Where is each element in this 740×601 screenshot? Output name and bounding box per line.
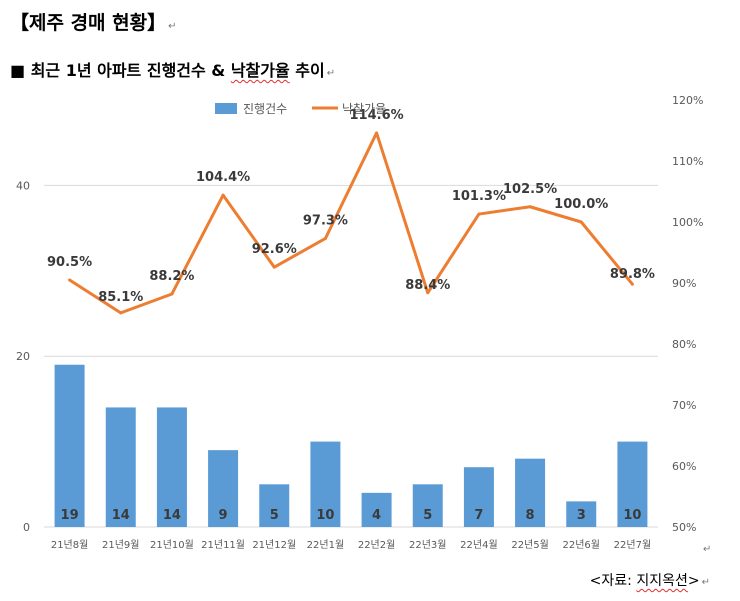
title-text: 【제주 경매 현황】 xyxy=(10,12,167,34)
x-axis-tick-label: 22년1월 xyxy=(307,539,345,551)
legend-label: 진행건수 xyxy=(243,101,287,116)
bar xyxy=(54,364,85,527)
line-value-label: 88.4% xyxy=(405,278,450,293)
right-axis-tick-label: 120% xyxy=(672,94,703,107)
bar xyxy=(208,450,239,527)
bar xyxy=(617,441,648,527)
legend-swatch-bar xyxy=(215,103,237,114)
source-note: <자료: 지지옥션> ↵ xyxy=(590,570,710,590)
bar-value-label: 19 xyxy=(61,508,79,523)
line-point xyxy=(119,311,123,315)
line-point xyxy=(375,131,379,135)
left-axis-tick-label: 40 xyxy=(16,179,30,192)
right-axis-tick-label: 70% xyxy=(672,399,696,412)
x-axis-tick-label: 22년5월 xyxy=(511,539,549,551)
line-point xyxy=(221,193,225,197)
x-axis-tick-label: 22년2월 xyxy=(358,539,396,551)
bar-value-label: 5 xyxy=(423,508,432,523)
line-value-label: 89.8% xyxy=(610,267,655,282)
line-value-label: 104.4% xyxy=(196,170,250,185)
bar xyxy=(105,407,136,527)
spellcheck-underline: 낙찰가율 xyxy=(230,61,290,80)
bar xyxy=(361,492,392,527)
line-point xyxy=(630,282,634,286)
right-axis-tick-label: 60% xyxy=(672,460,696,473)
line-value-label: 114.6% xyxy=(350,108,404,123)
chart-heading: ■ 최근 1년 아파트 진행건수 & 낙찰가율 추이 ↵ xyxy=(10,57,335,81)
x-axis-tick-label: 21년10월 xyxy=(150,539,194,551)
paragraph-mark-icon: ↵ xyxy=(326,68,336,79)
right-axis-tick-label: 50% xyxy=(672,521,696,534)
x-axis-tick-label: 21년11월 xyxy=(201,539,245,551)
right-axis-tick-label: 110% xyxy=(672,155,703,168)
line-value-label: 100.0% xyxy=(554,197,608,212)
bar xyxy=(259,484,290,527)
line-value-label: 92.6% xyxy=(252,242,297,257)
bar-value-label: 3 xyxy=(577,508,586,523)
x-axis-tick-label: 21년8월 xyxy=(51,539,89,551)
bar-value-label: 9 xyxy=(219,508,228,523)
line-value-label: 97.3% xyxy=(303,213,348,228)
bar-value-label: 14 xyxy=(112,508,130,523)
bar-value-label: 5 xyxy=(270,508,279,523)
paragraph-mark-icon: ↵ xyxy=(703,544,712,555)
line-value-label: 88.2% xyxy=(149,269,194,284)
x-axis-tick-label: 21년9월 xyxy=(102,539,140,551)
x-axis-tick-label: 22년7월 xyxy=(614,539,652,551)
x-axis-tick-label: 22년3월 xyxy=(409,539,447,551)
spellcheck-underline: 지지옥션 xyxy=(636,573,688,589)
source-text: <자료: 지지옥션> xyxy=(589,573,700,589)
right-axis-tick-label: 90% xyxy=(672,277,696,290)
line-point xyxy=(323,236,327,240)
right-axis-tick-label: 100% xyxy=(672,216,703,229)
bar-value-label: 7 xyxy=(474,508,483,523)
line-point xyxy=(170,292,174,296)
right-axis-tick-label: 80% xyxy=(672,338,696,351)
bar-value-label: 8 xyxy=(526,508,535,523)
line-point xyxy=(477,212,481,216)
x-axis-tick-label: 22년4월 xyxy=(460,539,498,551)
bar xyxy=(566,501,597,527)
bar-value-label: 14 xyxy=(163,508,181,523)
line-point xyxy=(528,205,532,209)
x-axis-tick-label: 22년6월 xyxy=(563,539,601,551)
bar xyxy=(463,467,494,527)
bar-value-label: 10 xyxy=(316,508,334,523)
bar-value-label: 4 xyxy=(372,508,381,523)
bar-value-label: 10 xyxy=(623,508,641,523)
paragraph-mark-icon: ↵ xyxy=(701,577,710,588)
line-value-label: 90.5% xyxy=(47,255,92,270)
line-point xyxy=(426,291,430,295)
line-point xyxy=(68,278,72,282)
line-value-label: 101.3% xyxy=(452,189,506,204)
line-series xyxy=(68,131,634,315)
line-value-label: 85.1% xyxy=(98,290,143,305)
line-point xyxy=(579,220,583,224)
bar xyxy=(412,484,443,527)
page-title: 【제주 경매 현황】 ↵ xyxy=(10,8,177,35)
chart-heading-text: ■ 최근 1년 아파트 진행건수 & 낙찰가율 추이 xyxy=(10,61,325,80)
paragraph-mark-icon: ↵ xyxy=(168,21,177,32)
legend-label: 낙찰가율 xyxy=(342,102,386,116)
x-axis-tick-label: 21년12월 xyxy=(252,539,296,551)
bar xyxy=(310,441,341,527)
bar xyxy=(515,458,546,527)
left-axis-tick-label: 0 xyxy=(23,521,30,534)
left-axis-tick-label: 20 xyxy=(16,350,30,363)
line-value-label: 102.5% xyxy=(503,182,557,197)
bar xyxy=(156,407,187,527)
line-point xyxy=(272,265,276,269)
